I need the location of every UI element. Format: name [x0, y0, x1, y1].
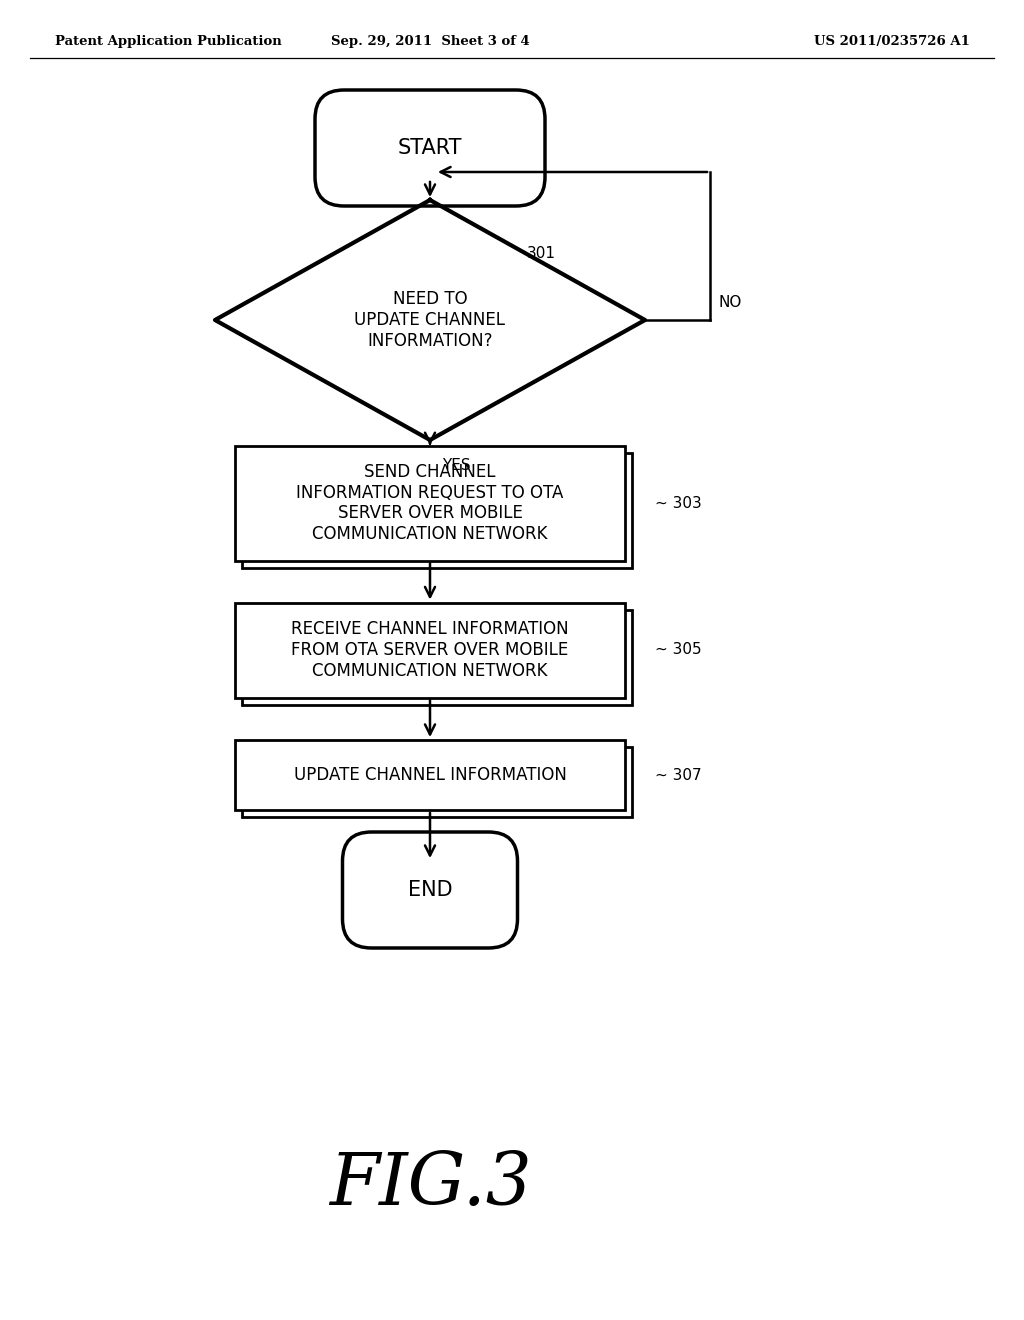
Text: Sep. 29, 2011  Sheet 3 of 4: Sep. 29, 2011 Sheet 3 of 4: [331, 36, 529, 49]
Text: NO: NO: [718, 294, 741, 310]
Text: 301: 301: [526, 247, 556, 261]
Bar: [242, 453, 632, 568]
Text: Patent Application Publication: Patent Application Publication: [55, 36, 282, 49]
Text: RECEIVE CHANNEL INFORMATION
FROM OTA SERVER OVER MOBILE
COMMUNICATION NETWORK: RECEIVE CHANNEL INFORMATION FROM OTA SER…: [291, 620, 568, 680]
Text: ~ 305: ~ 305: [655, 643, 701, 657]
Text: NEED TO
UPDATE CHANNEL
INFORMATION?: NEED TO UPDATE CHANNEL INFORMATION?: [354, 290, 506, 350]
Text: ~ 307: ~ 307: [655, 767, 701, 783]
Bar: [234, 602, 625, 697]
Text: FIG.3: FIG.3: [329, 1150, 531, 1220]
Bar: [242, 610, 632, 705]
Text: END: END: [408, 880, 453, 900]
Bar: [234, 446, 625, 561]
Bar: [242, 747, 632, 817]
FancyBboxPatch shape: [315, 90, 545, 206]
Text: SEND CHANNEL
INFORMATION REQUEST TO OTA
SERVER OVER MOBILE
COMMUNICATION NETWORK: SEND CHANNEL INFORMATION REQUEST TO OTA …: [296, 463, 563, 544]
Text: START: START: [397, 139, 462, 158]
FancyBboxPatch shape: [342, 832, 517, 948]
Polygon shape: [215, 201, 645, 440]
Text: YES: YES: [442, 458, 471, 473]
Bar: [234, 741, 625, 810]
Text: ~ 303: ~ 303: [655, 495, 701, 511]
Text: UPDATE CHANNEL INFORMATION: UPDATE CHANNEL INFORMATION: [294, 766, 566, 784]
Text: US 2011/0235726 A1: US 2011/0235726 A1: [814, 36, 970, 49]
